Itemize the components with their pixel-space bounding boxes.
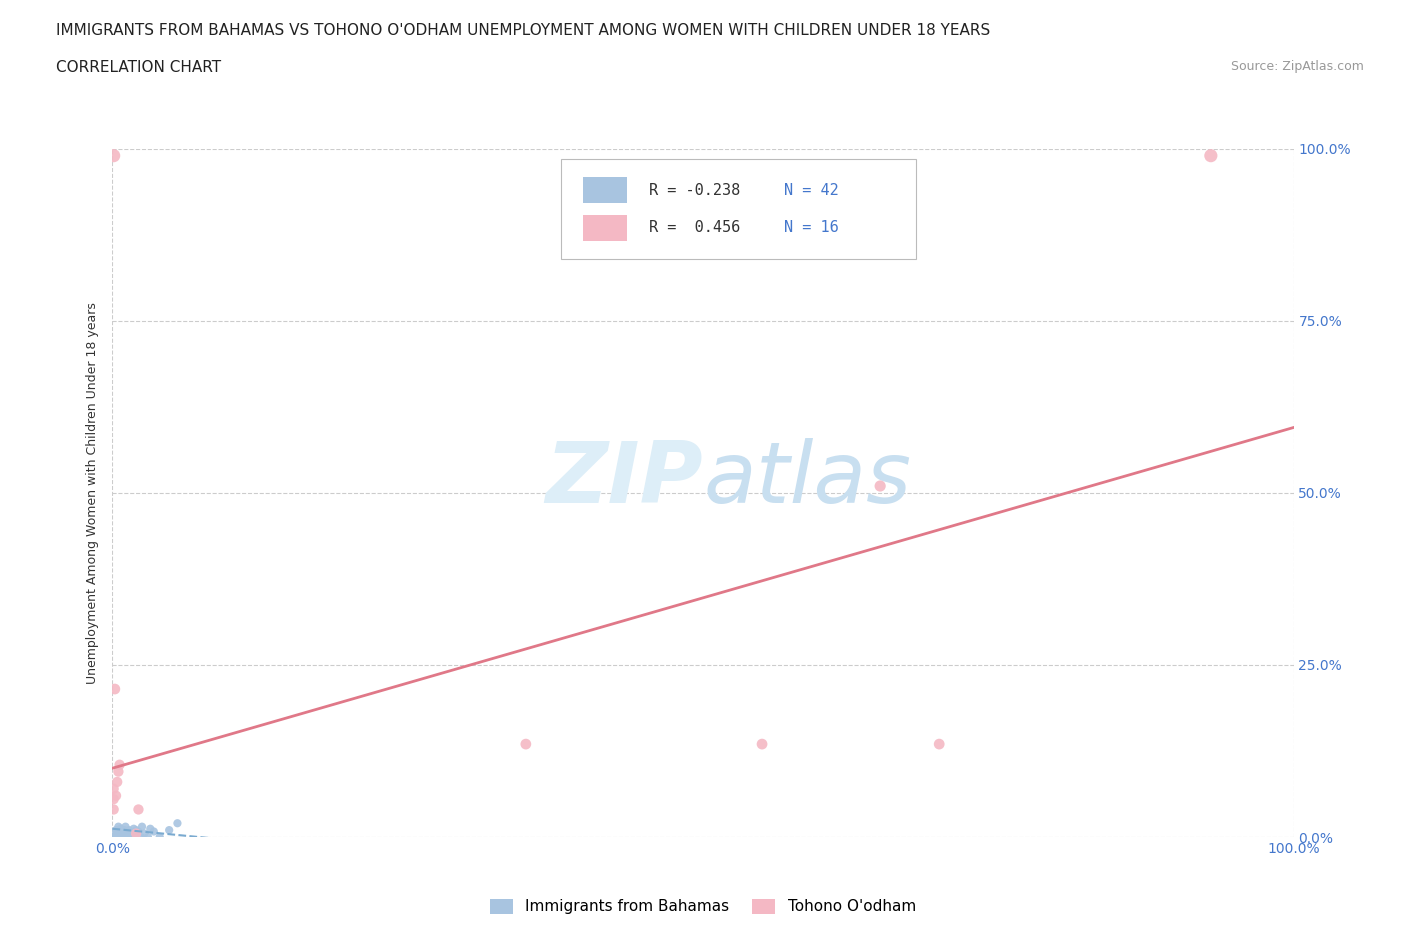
Point	[129, 830, 152, 844]
Text: N = 42: N = 42	[785, 182, 839, 197]
FancyBboxPatch shape	[561, 159, 915, 259]
Point	[115, 826, 138, 841]
Point	[869, 479, 891, 494]
Point	[124, 830, 146, 844]
Point	[105, 830, 128, 844]
Point	[139, 821, 162, 836]
Point	[105, 823, 128, 838]
Text: N = 16: N = 16	[785, 220, 839, 235]
Point	[103, 802, 125, 817]
Point	[118, 823, 141, 838]
Text: R =  0.456: R = 0.456	[648, 220, 740, 235]
Point	[120, 824, 142, 839]
Point	[104, 830, 127, 844]
Point	[122, 821, 145, 836]
Point	[142, 824, 165, 839]
Point	[105, 775, 128, 790]
Point	[105, 830, 128, 844]
Legend: Immigrants from Bahamas, Tohono O'odham: Immigrants from Bahamas, Tohono O'odham	[484, 893, 922, 921]
Point	[112, 830, 135, 844]
Point	[111, 823, 134, 838]
Point	[105, 789, 128, 804]
Point	[108, 823, 131, 838]
Point	[125, 823, 148, 838]
Point	[112, 830, 135, 844]
Point	[112, 824, 135, 839]
Text: Source: ZipAtlas.com: Source: ZipAtlas.com	[1230, 60, 1364, 73]
Point	[1199, 148, 1222, 163]
Point	[751, 737, 773, 751]
Point	[928, 737, 950, 751]
Point	[166, 816, 188, 830]
Point	[107, 830, 129, 844]
Text: IMMIGRANTS FROM BAHAMAS VS TOHONO O'ODHAM UNEMPLOYMENT AMONG WOMEN WITH CHILDREN: IMMIGRANTS FROM BAHAMAS VS TOHONO O'ODHA…	[56, 23, 990, 38]
Point	[110, 821, 132, 836]
Point	[104, 830, 127, 844]
Bar	[582, 177, 627, 203]
Point	[127, 824, 149, 839]
Point	[112, 823, 135, 838]
Point	[103, 781, 125, 796]
Point	[114, 830, 136, 844]
Point	[111, 830, 134, 844]
Point	[107, 819, 129, 834]
Text: atlas: atlas	[703, 438, 911, 521]
Y-axis label: Unemployment Among Women with Children Under 18 years: Unemployment Among Women with Children U…	[86, 302, 100, 684]
Point	[104, 682, 127, 697]
Point	[110, 830, 132, 844]
Point	[127, 802, 149, 817]
Point	[107, 826, 129, 841]
Text: R = -0.238: R = -0.238	[648, 182, 740, 197]
Point	[105, 826, 128, 841]
Text: ZIP: ZIP	[546, 438, 703, 521]
Point	[134, 826, 156, 841]
Point	[107, 764, 129, 779]
Point	[105, 824, 128, 839]
Point	[104, 830, 127, 844]
Point	[108, 757, 131, 772]
Bar	[582, 215, 627, 241]
Point	[103, 791, 125, 806]
Point	[114, 819, 136, 834]
Point	[103, 148, 125, 163]
Point	[136, 830, 159, 844]
Point	[120, 830, 142, 844]
Point	[108, 830, 131, 844]
Point	[125, 826, 148, 841]
Text: CORRELATION CHART: CORRELATION CHART	[56, 60, 221, 75]
Point	[117, 830, 139, 844]
Point	[157, 823, 180, 838]
Point	[515, 737, 537, 751]
Point	[131, 819, 153, 834]
Point	[149, 830, 172, 844]
Point	[105, 830, 128, 844]
